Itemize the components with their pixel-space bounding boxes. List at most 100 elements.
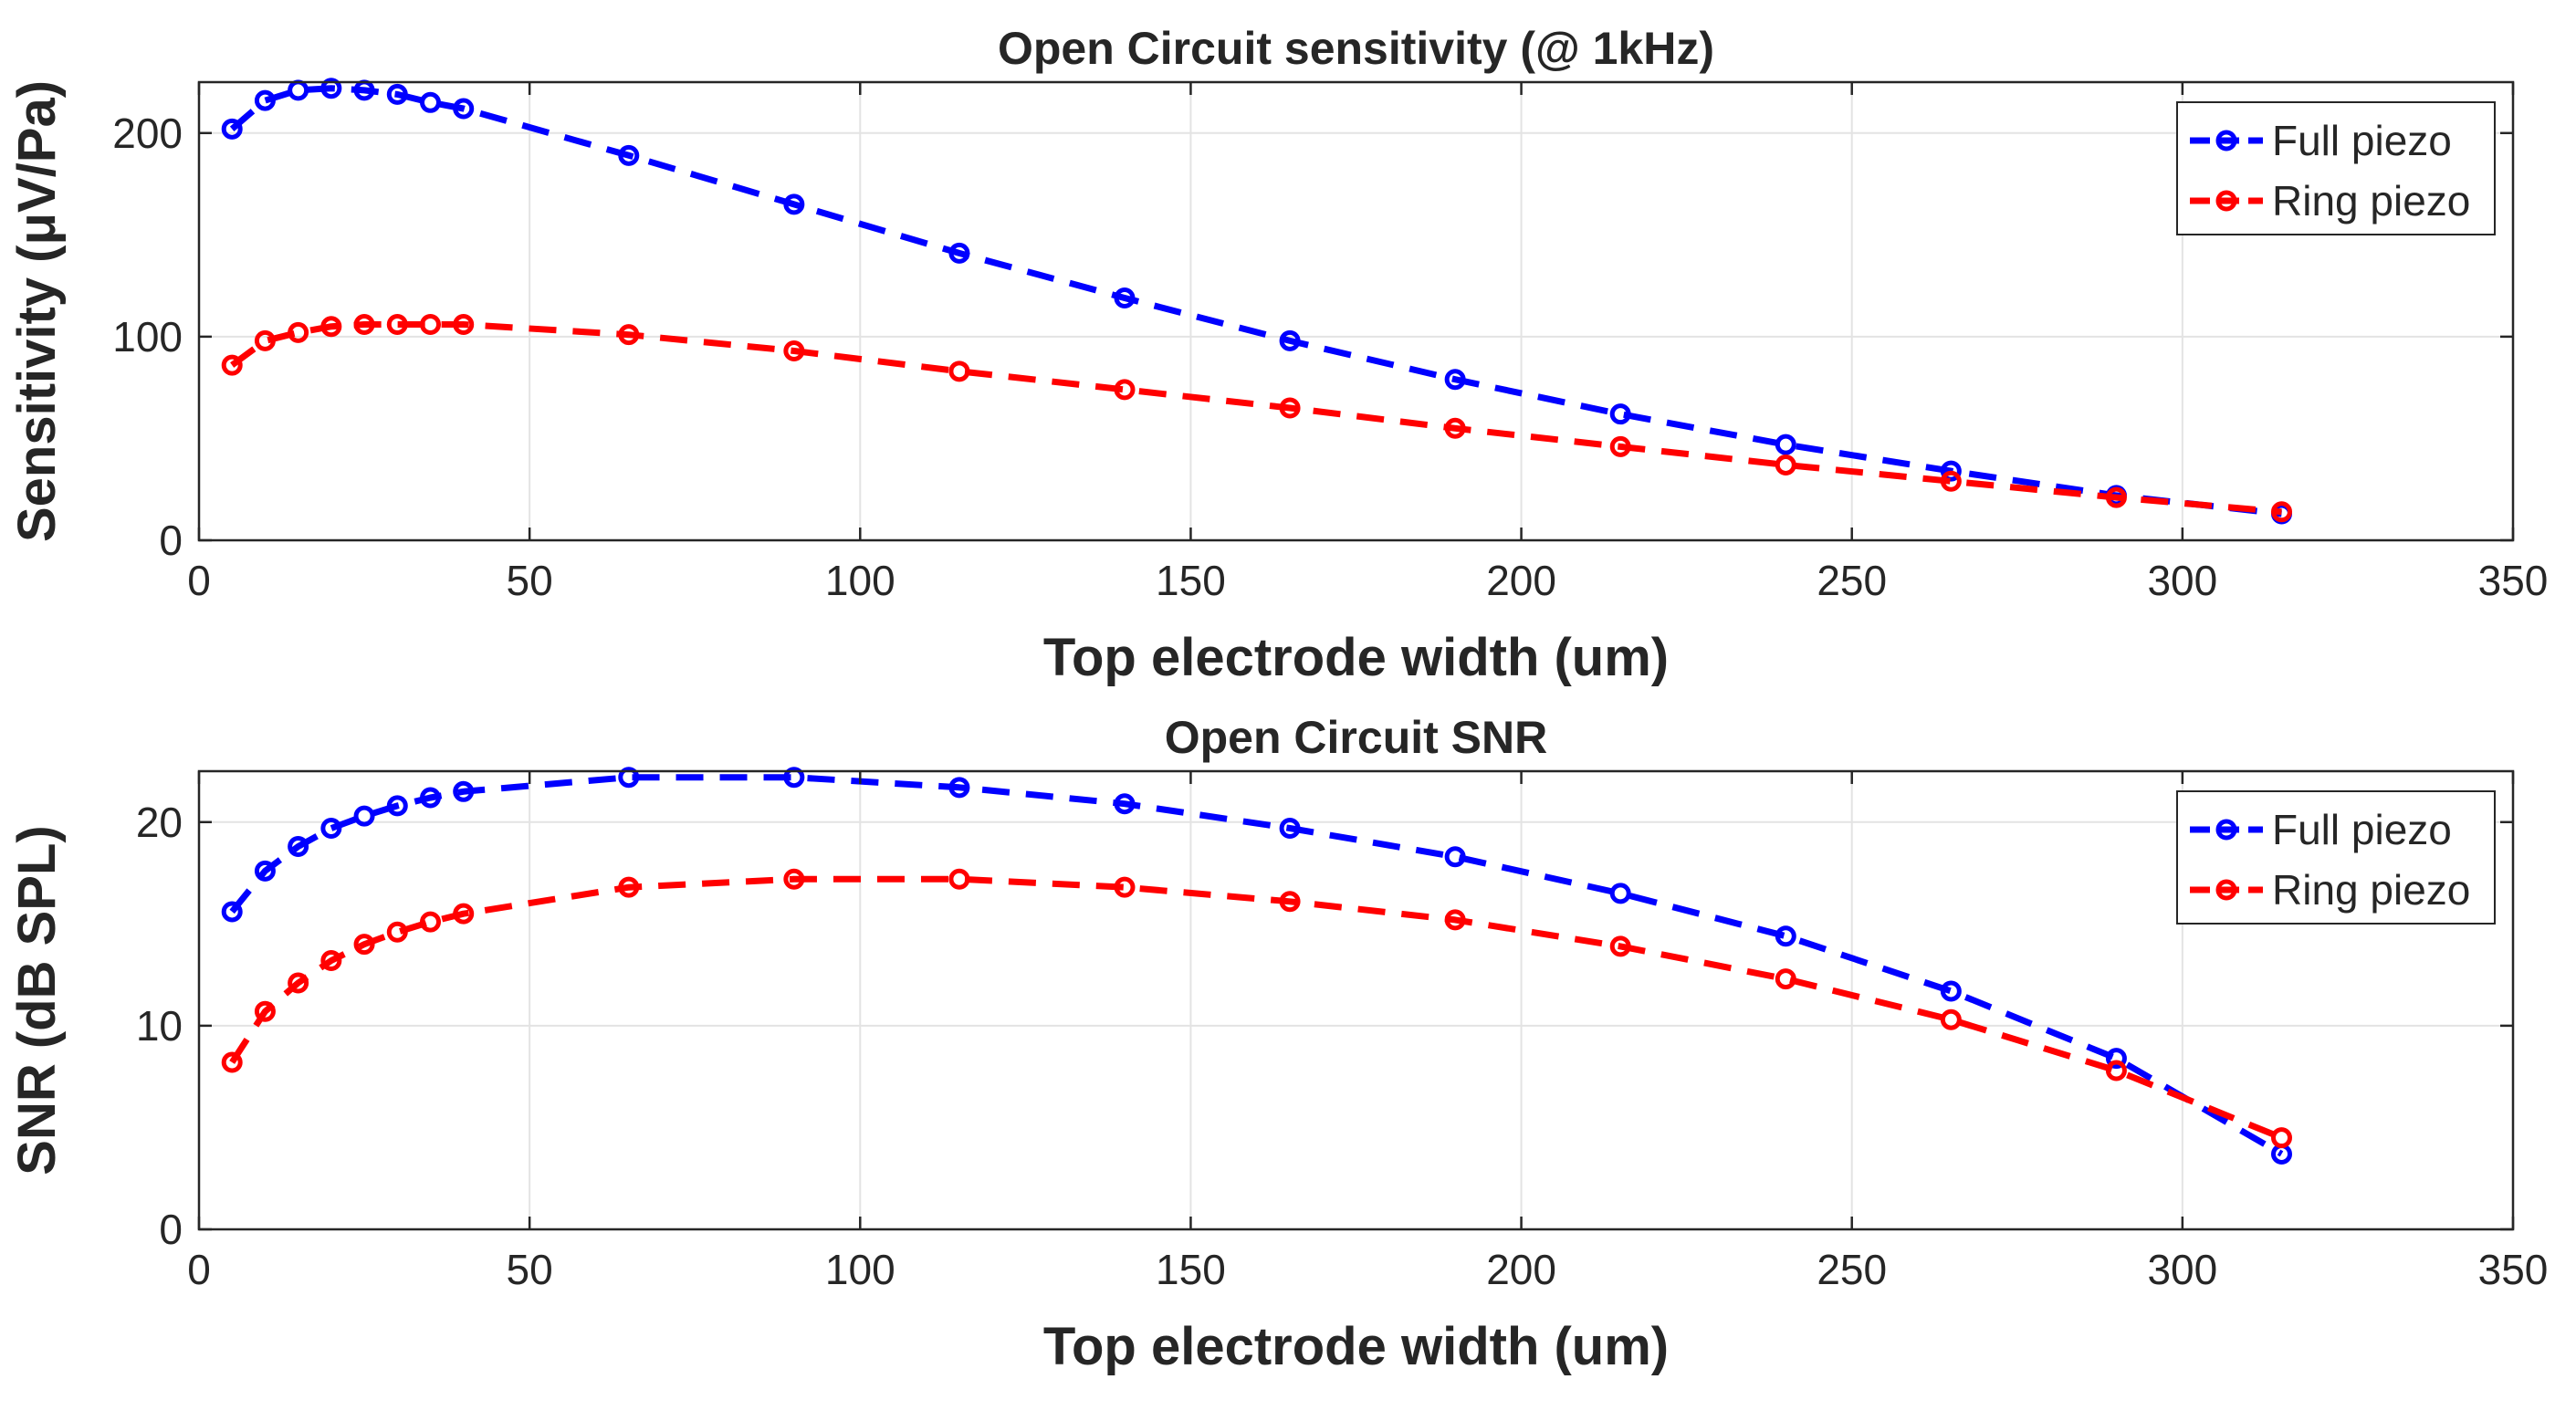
snr-full-piezo-point [420, 787, 441, 809]
snr-ring-piezo-point [221, 1051, 243, 1073]
snr-full-piezo-point [948, 777, 970, 799]
snr-full-piezo-point [453, 780, 475, 802]
sensitivity-ring-piezo-point [221, 354, 243, 376]
snr-legend-ring-piezo-marker [2215, 879, 2237, 901]
sensitivity-ring-piezo-point [1775, 454, 1796, 475]
snr-ring-piezo-point [353, 934, 375, 956]
sensitivity-axes-box [197, 80, 2515, 542]
snr-ring-piezo-point [320, 949, 342, 971]
sensitivity-full-piezo-point [1775, 434, 1796, 455]
snr-ticks: 0 50 100 150 200 250 300 350 0 10 20 [136, 771, 2549, 1293]
sensitivity-chart-title: Open Circuit sensitivity (@ 1kHz) [998, 23, 1714, 74]
sensitivity-ring-piezo-point [386, 314, 408, 336]
sensitivity-full-piezo-point [453, 98, 475, 120]
sensitivity-x-tick-label: 250 [1817, 557, 1887, 604]
snr-ring-piezo-point [1940, 1008, 1962, 1030]
sensitivity-full-piezo-point [948, 242, 970, 264]
snr-y-tick-label: 0 [159, 1206, 183, 1253]
sensitivity-legend-ring-piezo-label: Ring piezo [2272, 177, 2470, 225]
sensitivity-y-tick-label: 0 [159, 517, 183, 564]
snr-ring-piezo-point [948, 868, 970, 890]
sensitivity-legend-full-piezo-marker [2215, 130, 2237, 152]
snr-full-piezo-point [1444, 846, 1466, 868]
sensitivity-ring-piezo-point [420, 314, 441, 336]
sensitivity-ticks: 0 50 100 150 200 250 300 350 0 100 200 [112, 82, 2548, 604]
snr-full-piezo-point [1940, 980, 1962, 1002]
sensitivity-ring-piezo-point [2271, 501, 2292, 523]
snr-axes-box [197, 769, 2515, 1231]
snr-ring-piezo-point [783, 868, 805, 890]
sensitivity-ring-piezo-point [783, 340, 805, 362]
sensitivity-legend-box [2176, 101, 2496, 235]
snr-ring-piezo-point [420, 911, 441, 933]
sensitivity-y-axis-label: Sensitivity (μV/Pa) [7, 80, 67, 542]
sensitivity-ring-piezo-point [948, 360, 970, 382]
snr-y-axis-label: SNR (dB SPL) [7, 825, 67, 1175]
snr-legend-full-piezo-label: Full piezo [2272, 806, 2452, 853]
snr-ring-piezo-point [2105, 1060, 2127, 1081]
snr-x-tick-label: 0 [187, 1246, 211, 1293]
sensitivity-full-piezo-point [320, 78, 342, 99]
snr-series-layer [221, 767, 2292, 1165]
sensitivity-legend-full-piezo-label: Full piezo [2272, 117, 2452, 164]
snr-chart-title: Open Circuit SNR [1165, 712, 1547, 763]
snr-full-piezo-point [386, 795, 408, 817]
snr-chart: 0 50 100 150 200 250 300 350 0 10 20 Open Circuit … [7, 712, 2548, 1376]
snr-x-tick-label: 150 [1156, 1246, 1226, 1293]
sensitivity-full-piezo-point [1114, 287, 1136, 308]
sensitivity-ring-piezo-point [453, 314, 475, 336]
snr-full-piezo-point [288, 836, 309, 858]
sensitivity-full-piezo-line [229, 85, 2282, 517]
sensitivity-ring-piezo-point [353, 314, 375, 336]
sensitivity-ring-piezo-point [2105, 486, 2127, 508]
sensitivity-ring-piezo-point [288, 321, 309, 343]
sensitivity-x-tick-label: 100 [825, 557, 895, 604]
snr-legend: Full piezo Ring piezo [2176, 790, 2496, 925]
sensitivity-x-tick-label: 0 [187, 557, 211, 604]
snr-full-piezo-point [783, 767, 805, 789]
snr-ring-piezo-point [2271, 1127, 2292, 1149]
sensitivity-full-piezo-point [420, 91, 441, 113]
snr-ring-piezo-point [1114, 876, 1136, 898]
snr-full-piezo-point [320, 817, 342, 839]
sensitivity-chart: 0 50 100 150 200 250 300 350 0 100 200 Open Circui… [7, 23, 2548, 687]
snr-ring-piezo-point [386, 921, 408, 943]
snr-full-piezo-point [618, 767, 640, 789]
snr-full-piezo-point [1775, 925, 1796, 947]
sensitivity-x-tick-label: 50 [507, 557, 553, 604]
sensitivity-full-piezo-point [221, 118, 243, 140]
snr-x-tick-label: 300 [2147, 1246, 2217, 1293]
snr-full-piezo-point [221, 901, 243, 923]
snr-x-tick-label: 100 [825, 1246, 895, 1293]
sensitivity-x-tick-label: 350 [2478, 557, 2549, 604]
snr-x-tick-label: 50 [507, 1246, 553, 1293]
snr-x-tick-label: 250 [1817, 1246, 1887, 1293]
sensitivity-full-piezo-point [783, 193, 805, 215]
snr-ring-piezo-point [288, 972, 309, 994]
snr-full-piezo-point [1279, 817, 1301, 839]
sensitivity-full-piezo-point [1444, 369, 1466, 391]
snr-ring-piezo-line [229, 875, 2283, 1141]
sensitivity-full-piezo-point [386, 83, 408, 105]
snr-legend-box [2176, 790, 2496, 925]
sensitivity-ring-piezo-point [254, 329, 276, 351]
sensitivity-x-tick-label: 300 [2147, 557, 2217, 604]
snr-x-tick-label: 350 [2478, 1246, 2549, 1293]
snr-full-piezo-point [1114, 793, 1136, 815]
snr-x-tick-label: 200 [1486, 1246, 1556, 1293]
snr-legend-full-piezo-marker [2215, 819, 2237, 841]
snr-ring-piezo-point [254, 1000, 276, 1022]
snr-legend-ring-piezo-label: Ring piezo [2272, 866, 2470, 914]
snr-full-piezo-point [1609, 883, 1631, 904]
sensitivity-ring-piezo-point [320, 316, 342, 338]
sensitivity-ring-piezo-point [1279, 397, 1301, 419]
snr-ring-piezo-point [618, 876, 640, 898]
snr-ring-piezo-point [453, 903, 475, 925]
snr-full-piezo-point [2105, 1048, 2127, 1070]
snr-ring-piezo-point [1775, 968, 1796, 990]
sensitivity-grid [199, 82, 2513, 540]
sensitivity-full-piezo-point [1940, 460, 1962, 482]
sensitivity-full-piezo-point [1609, 403, 1631, 425]
